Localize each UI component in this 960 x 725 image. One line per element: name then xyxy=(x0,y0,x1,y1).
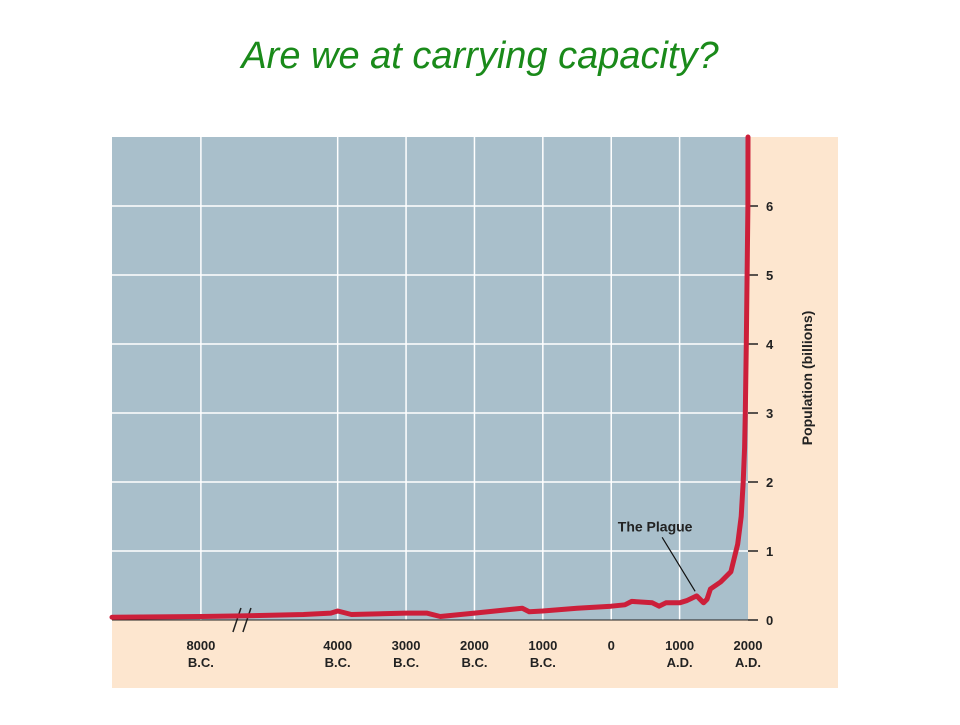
x-tick-label: 2000 B.C. xyxy=(460,638,489,670)
y-tick-label: 3 xyxy=(766,406,773,421)
x-tick-label: 4000 B.C. xyxy=(323,638,352,670)
axis-break xyxy=(242,607,252,633)
axis-break xyxy=(232,607,242,633)
y-axis-label: Population (billions) xyxy=(799,311,815,446)
chart-title: Are we at carrying capacity? xyxy=(239,35,719,77)
annotation-leader xyxy=(661,536,696,592)
x-tick-label: 8000 B.C. xyxy=(186,638,215,670)
y-tick-label: 5 xyxy=(766,268,773,283)
x-tick-label: 0 xyxy=(608,638,615,653)
annotation: The Plague xyxy=(618,518,693,534)
y-tick-label: 0 xyxy=(766,613,773,628)
y-tick-label: 2 xyxy=(766,475,773,490)
x-tick-label: 2000 A.D. xyxy=(734,638,763,670)
series-line xyxy=(109,134,751,620)
y-tick-label: 6 xyxy=(766,199,773,214)
x-tick-label: 3000 B.C. xyxy=(392,638,421,670)
plot-area xyxy=(112,137,748,620)
x-tick-label: 1000 B.C. xyxy=(528,638,557,670)
x-tick-label: 1000 A.D. xyxy=(665,638,694,670)
y-tick-label: 4 xyxy=(766,337,774,352)
y-tick-label: 1 xyxy=(766,544,773,559)
